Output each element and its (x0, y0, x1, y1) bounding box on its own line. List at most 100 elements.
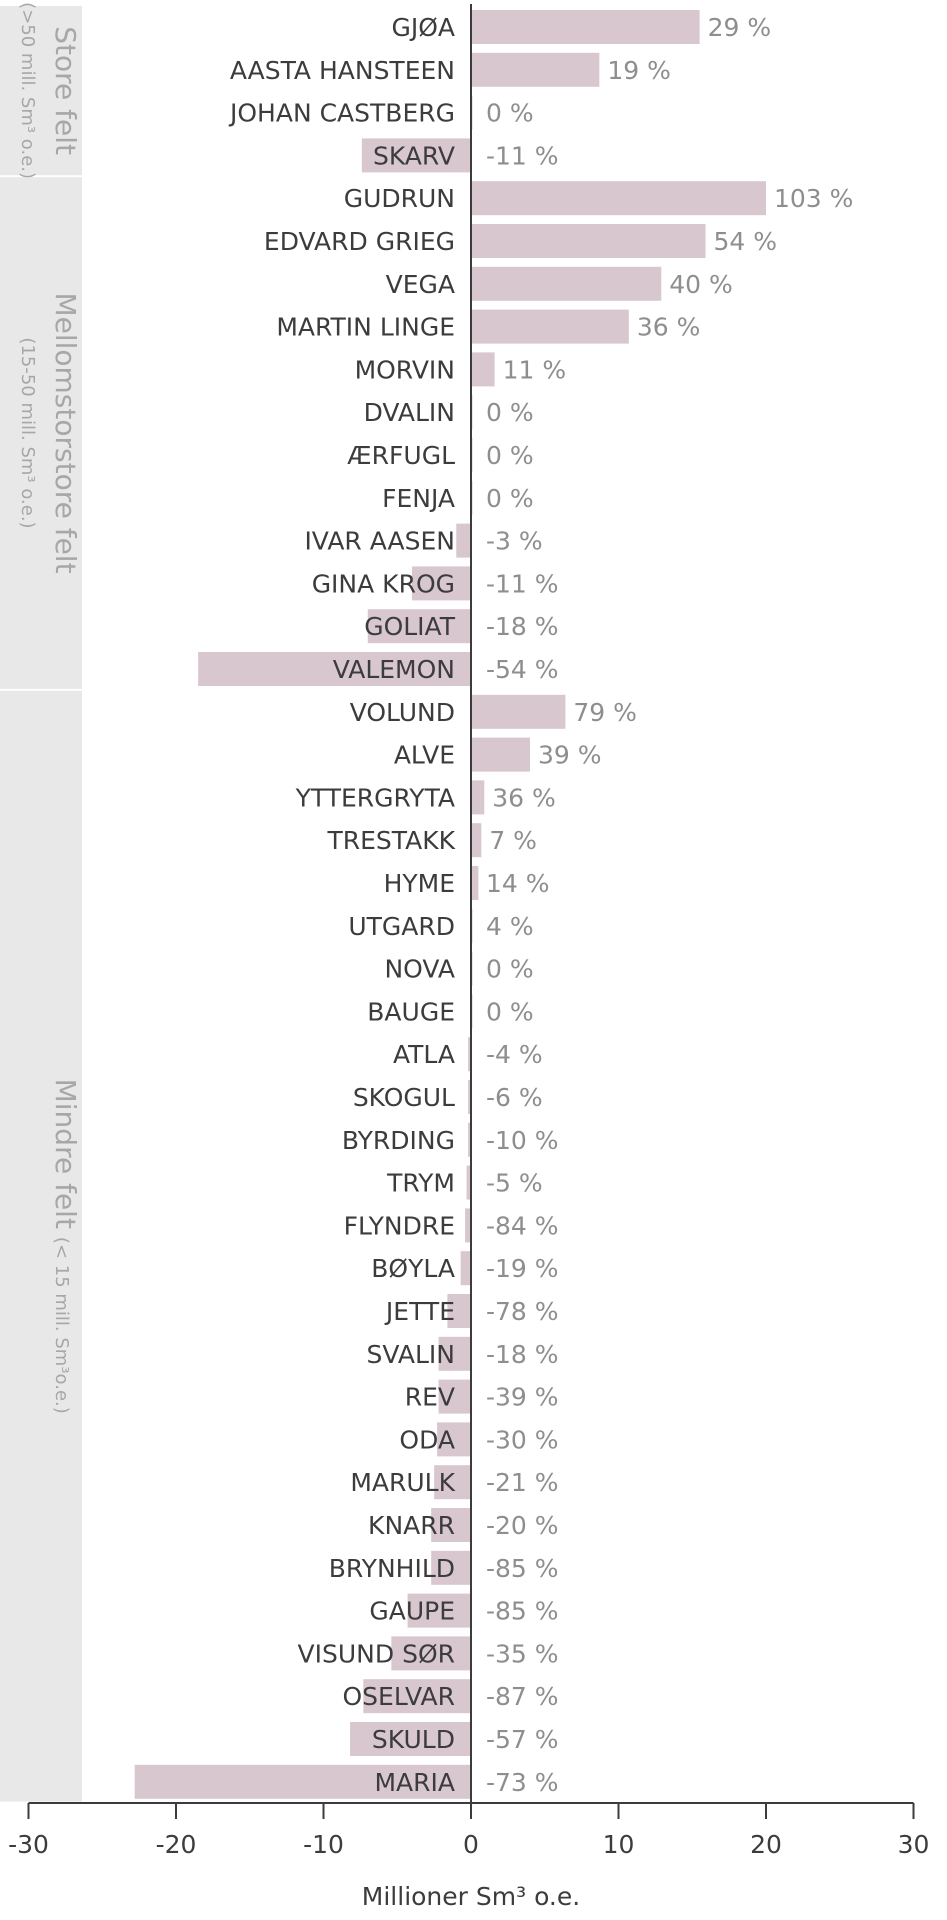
percent-label: -73 % (486, 1768, 559, 1797)
bar (471, 694, 566, 729)
category-label: AASTA HANSTEEN (230, 56, 455, 85)
x-axis-title: Millioner Sm³ o.e. (362, 1882, 580, 1911)
category-label: REV (405, 1383, 455, 1412)
group-title-main: Store felt (49, 26, 82, 155)
category-label: FENJA (382, 484, 455, 513)
percent-label: 40 % (669, 270, 733, 299)
group-title: Store felt (49, 26, 82, 155)
percent-label: 0 % (486, 955, 534, 984)
x-tick-label: -10 (303, 1830, 344, 1859)
category-label: DVALIN (364, 398, 455, 427)
category-label: MARIA (374, 1768, 455, 1797)
bar (363, 1679, 471, 1714)
category-label: SKULD (372, 1725, 455, 1754)
group-band (0, 6, 82, 176)
bar (438, 1379, 471, 1414)
group-subtitle: (>50 mill. Sm³ o.e.) (17, 2, 38, 179)
percent-label: 36 % (492, 783, 556, 812)
group-band (0, 690, 82, 1802)
bar (471, 780, 485, 815)
percent-label: 103 % (774, 184, 853, 213)
x-tick-label: 0 (463, 1830, 479, 1859)
bar (468, 1080, 471, 1114)
x-tick-label: 20 (750, 1830, 782, 1859)
bars (134, 10, 766, 1799)
group-band (0, 177, 82, 689)
category-label: BRYNHILD (329, 1554, 455, 1583)
percent-label: 0 % (486, 484, 534, 513)
x-axis: -30 -20 -10 0 10 20 30 Millioner Sm³ o.e. (8, 4, 929, 1911)
group-title: Mindre felt (< 15 mill. Sm³o.e.) (49, 1079, 82, 1414)
group-title: Mellomstorstore felt (49, 292, 82, 573)
bar (471, 224, 706, 258)
percent-label: -5 % (486, 1169, 543, 1198)
percent-label: -18 % (486, 1340, 559, 1369)
percent-label: -85 % (486, 1597, 559, 1626)
x-tick-label: 10 (603, 1830, 635, 1859)
bar (407, 1593, 471, 1628)
category-label: OSELVAR (343, 1682, 456, 1711)
percent-label: 29 % (708, 13, 772, 42)
group-subtitle: (15-50 mill. Sm³ o.e.) (17, 337, 38, 528)
category-label: SKOGUL (353, 1083, 455, 1112)
bar (471, 181, 766, 216)
category-label: VISUND SØR (298, 1639, 455, 1668)
bar (431, 1550, 471, 1585)
category-label: NOVA (384, 955, 455, 984)
percent-label: 0 % (486, 997, 534, 1026)
category-label: TRESTAKK (326, 826, 455, 855)
category-label: SKARV (373, 141, 455, 170)
category-label: VOLUND (350, 698, 455, 727)
percent-label: 7 % (489, 826, 537, 855)
bar (471, 866, 479, 900)
bar (431, 1508, 471, 1542)
bar (198, 652, 471, 686)
percent-label: -78 % (486, 1297, 559, 1326)
category-label: YTTERGRYTA (295, 783, 455, 812)
category-label: GUDRUN (344, 184, 455, 213)
bar (468, 1037, 471, 1072)
category-label: VALEMON (333, 655, 455, 684)
labels: GJØA 29 % AASTA HANSTEEN 19 % JOHAN CASTBERG… (228, 13, 853, 1797)
x-tick-label: 30 (898, 1830, 930, 1859)
category-label: JOHAN CASTBERG (228, 99, 455, 128)
category-label: MORVIN (355, 355, 455, 384)
percent-label: -84 % (486, 1211, 559, 1240)
percent-label: 79 % (573, 698, 637, 727)
category-label: MARTIN LINGE (276, 313, 455, 342)
group-bands: Store felt (>50 mill. Sm³ o.e.) Mellomstor… (0, 2, 82, 1802)
percent-label: -3 % (486, 527, 543, 556)
percent-label: 36 % (637, 313, 701, 342)
percent-label: -30 % (486, 1425, 559, 1454)
category-label: GOLIAT (364, 612, 456, 641)
percent-label: 11 % (503, 355, 567, 384)
group-subtitle: (< 15 mill. Sm³o.e.) (51, 1237, 72, 1414)
category-label: GAUPE (369, 1597, 455, 1626)
category-label: FLYNDRE (344, 1211, 455, 1240)
category-label: VEGA (386, 270, 455, 299)
bar (460, 1251, 471, 1286)
percent-label: -11 % (486, 141, 559, 170)
percent-label: -10 % (486, 1126, 559, 1155)
bar (437, 1422, 471, 1457)
category-label: SVALIN (367, 1340, 455, 1369)
x-tick-label: -20 (156, 1830, 197, 1859)
percent-label: -6 % (486, 1083, 543, 1112)
category-label: HYME (384, 869, 455, 898)
category-label: GINA KROG (312, 569, 455, 598)
category-label: ÆRFUGL (347, 441, 455, 470)
bar (447, 1294, 471, 1328)
percent-label: 4 % (486, 912, 534, 941)
category-label: EDVARD GRIEG (264, 227, 455, 256)
percent-label: -35 % (486, 1639, 559, 1668)
category-label: BAUGE (367, 997, 455, 1026)
bar (350, 1722, 471, 1756)
bar (465, 1208, 471, 1243)
percent-label: 19 % (607, 56, 671, 85)
x-tick-label: -30 (8, 1830, 49, 1859)
percent-label: -19 % (486, 1254, 559, 1283)
percent-label: -39 % (486, 1383, 559, 1412)
bar (361, 138, 471, 173)
category-label: MARULK (350, 1468, 455, 1497)
category-label: TRYM (386, 1169, 455, 1198)
